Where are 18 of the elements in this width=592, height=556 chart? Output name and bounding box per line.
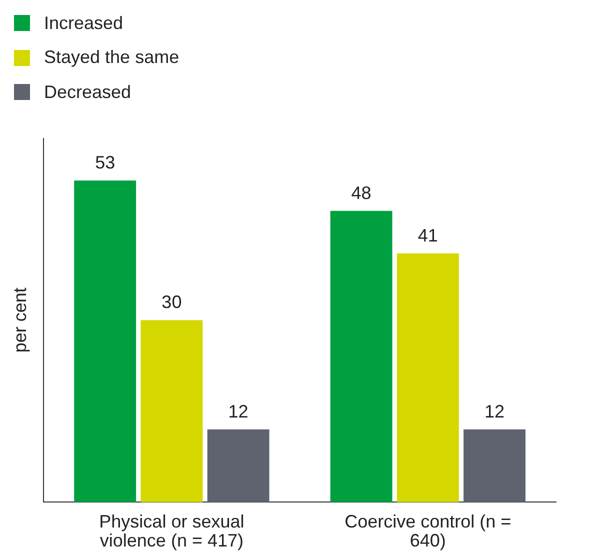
data-label: 53 [95, 152, 116, 172]
data-label: 48 [351, 182, 372, 203]
x-tick-label: Coercive control (n = 640) [344, 512, 512, 551]
data-label: 12 [228, 401, 248, 422]
bar [207, 429, 270, 502]
data-label: 30 [162, 292, 182, 312]
bar [140, 320, 203, 502]
legend-label: Stayed the same [44, 47, 180, 68]
legend-label: Increased [44, 12, 124, 34]
legend-label: Decreased [44, 82, 132, 103]
data-label: 12 [484, 401, 505, 422]
y-axis-title: per cent [10, 288, 30, 353]
bar [330, 210, 392, 502]
x-tick-label: Physical or sexual violence (n = 417) [99, 512, 244, 551]
bar [464, 429, 526, 502]
bar [396, 253, 459, 502]
data-label: 41 [418, 225, 438, 246]
bar [74, 180, 136, 502]
